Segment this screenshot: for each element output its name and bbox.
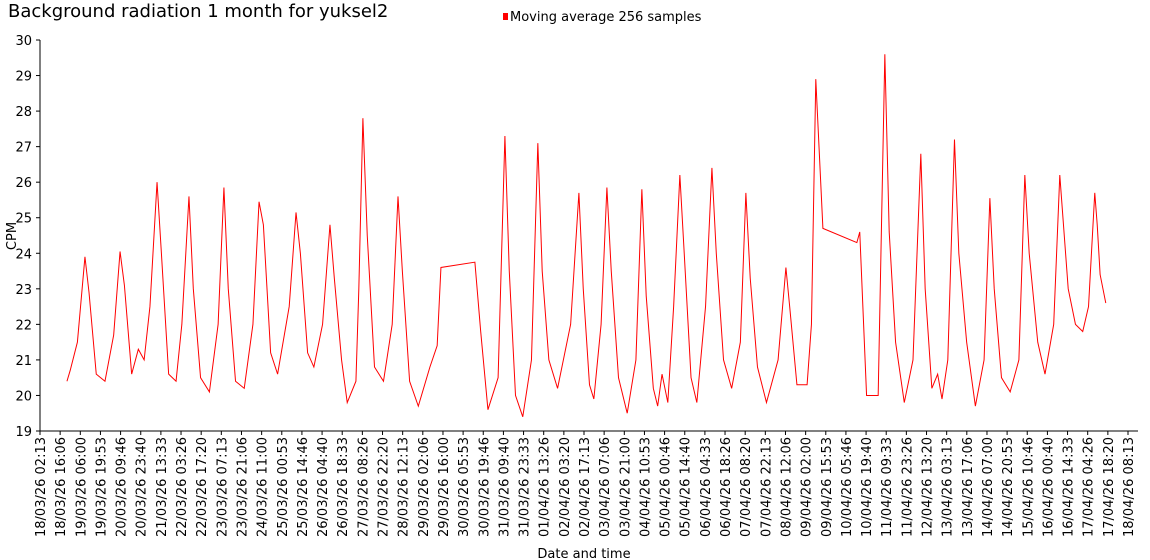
y-tick-label: 20 [15, 389, 32, 404]
x-tick-label: 11/04/26 09:33 [880, 437, 895, 537]
y-tick-label: 28 [15, 105, 32, 120]
y-tick-label: 19 [15, 425, 32, 440]
x-tick-label: 25/03/26 00:53 [276, 437, 291, 537]
legend-swatch [503, 13, 508, 20]
y-tick-label: 23 [15, 283, 32, 298]
x-tick-label: 26/03/26 04:40 [316, 437, 331, 537]
x-tick-label: 13/04/26 17:06 [961, 437, 976, 537]
x-tick-label: 05/04/26 00:46 [659, 437, 674, 537]
x-tick-label: 30/03/26 05:53 [457, 437, 472, 537]
x-tick-label: 18/04/26 08:13 [1122, 437, 1137, 537]
x-tick-label: 02/04/26 17:13 [578, 437, 593, 537]
x-tick-label: 23/03/26 07:13 [215, 437, 230, 537]
x-tick-label: 27/03/26 08:26 [356, 437, 371, 537]
x-tick-label: 09/04/26 02:00 [800, 437, 815, 537]
x-tick-label: 17/04/26 18:20 [1102, 437, 1117, 537]
x-tick-label: 31/03/26 09:40 [497, 437, 512, 537]
y-tick-label: 30 [15, 34, 32, 49]
x-tick-label: 07/04/26 22:13 [759, 437, 774, 537]
x-tick-label: 21/03/26 13:33 [155, 437, 170, 537]
x-tick-label: 20/03/26 09:46 [115, 437, 130, 537]
x-tick-label: 28/03/26 12:13 [397, 437, 412, 537]
x-tick-label: 14/04/26 20:53 [1001, 437, 1016, 537]
x-tick-label: 04/04/26 10:53 [638, 437, 653, 537]
x-tick-label: 19/03/26 06:00 [74, 437, 89, 537]
chart-title: Background radiation 1 month for yuksel2 [8, 1, 388, 22]
legend-label: Moving average 256 samples [510, 10, 702, 25]
x-tick-label: 05/04/26 14:40 [679, 437, 694, 537]
x-tick-label: 23/03/26 21:06 [235, 437, 250, 537]
x-tick-label: 09/04/26 15:53 [820, 437, 835, 537]
y-tick-label: 26 [15, 176, 32, 191]
x-tick-label: 18/03/26 16:06 [54, 437, 69, 537]
x-tick-label: 16/04/26 00:40 [1041, 437, 1056, 537]
x-tick-label: 10/04/26 19:40 [860, 437, 875, 537]
x-tick-label: 29/03/26 16:00 [437, 437, 452, 537]
x-tick-label: 10/04/26 05:46 [840, 437, 855, 537]
x-tick-label: 19/03/26 19:53 [94, 437, 109, 537]
x-tick-label: 12/04/26 13:20 [921, 437, 936, 537]
x-tick-label: 13/04/26 03:13 [941, 437, 956, 537]
x-tick-label: 22/03/26 03:26 [175, 437, 190, 537]
y-tick-label: 25 [15, 212, 32, 227]
x-tick-label: 20/03/26 23:40 [135, 437, 150, 537]
x-tick-label: 11/04/26 23:26 [900, 437, 915, 537]
x-axis-label: Date and time [537, 547, 630, 560]
x-tick-label: 06/04/26 18:26 [719, 437, 734, 537]
x-tick-label: 31/03/26 23:33 [518, 437, 533, 537]
x-tick-label: 01/04/26 13:26 [538, 437, 553, 537]
x-tick-label: 29/03/26 02:06 [417, 437, 432, 537]
x-tick-label: 25/03/26 14:46 [296, 437, 311, 537]
x-tick-label: 08/04/26 12:06 [779, 437, 794, 537]
data-line [66, 54, 1107, 417]
x-tick-label: 15/04/26 10:46 [1021, 437, 1036, 537]
x-tick-label: 30/03/26 19:46 [477, 437, 492, 537]
x-tick-label: 06/04/26 04:33 [699, 437, 714, 537]
x-tick-label: 14/04/26 07:00 [981, 437, 996, 537]
y-tick-label: 24 [15, 247, 32, 262]
x-tick-label: 24/03/26 11:00 [256, 437, 271, 537]
x-tick-label: 02/04/26 03:20 [558, 437, 573, 537]
x-tick-label: 03/04/26 07:06 [598, 437, 613, 537]
x-tick-label: 26/03/26 18:33 [336, 437, 351, 537]
x-tick-label: 27/03/26 22:20 [377, 437, 392, 537]
y-axis-label: CPM [5, 222, 20, 250]
y-tick-label: 21 [15, 354, 32, 369]
x-tick-label: 03/04/26 21:00 [618, 437, 633, 537]
y-tick-label: 27 [15, 141, 32, 156]
x-tick-label: 07/04/26 08:20 [739, 437, 754, 537]
x-tick-label: 18/03/26 02:13 [34, 437, 49, 537]
x-tick-label: 17/04/26 04:26 [1082, 437, 1097, 537]
x-tick-label: 16/04/26 14:33 [1062, 437, 1077, 537]
y-tick-label: 29 [15, 70, 32, 85]
x-tick-label: 22/03/26 17:20 [195, 437, 210, 537]
y-tick-label: 22 [15, 318, 32, 333]
